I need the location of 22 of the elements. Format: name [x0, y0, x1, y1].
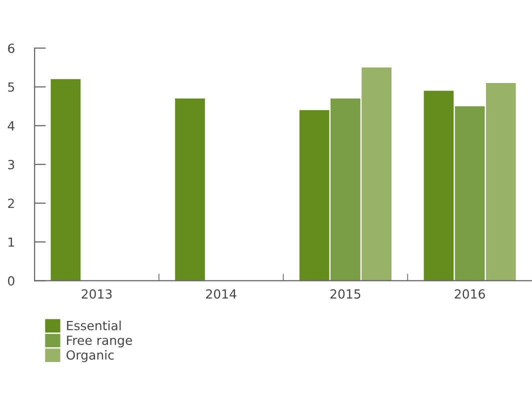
y-tick-label: 0: [8, 276, 14, 286]
bar: [50, 79, 81, 281]
bar: [486, 83, 516, 281]
bar: [299, 110, 330, 281]
bar: [362, 68, 392, 281]
x-tick-label: 2015: [330, 289, 360, 299]
x-tick-label: 2014: [206, 289, 236, 299]
legend-label: Essential: [67, 320, 121, 330]
x-tick-label: 2013: [82, 289, 112, 299]
legend-label: Organic: [66, 350, 114, 362]
bar: [424, 90, 454, 281]
y-tick-label: 4: [8, 121, 14, 130]
y-tick-label: 2: [8, 198, 14, 208]
x-tick-label: 2016: [454, 289, 485, 299]
bar: [454, 106, 485, 281]
legend-label: Free range: [67, 336, 132, 348]
y-tick-label: 6: [8, 44, 14, 54]
y-tick-label: 5: [8, 82, 14, 92]
bar: [330, 98, 360, 281]
y-tick-label: 3: [8, 160, 14, 170]
y-tick-label: 1: [8, 238, 14, 247]
bar: [175, 98, 205, 281]
